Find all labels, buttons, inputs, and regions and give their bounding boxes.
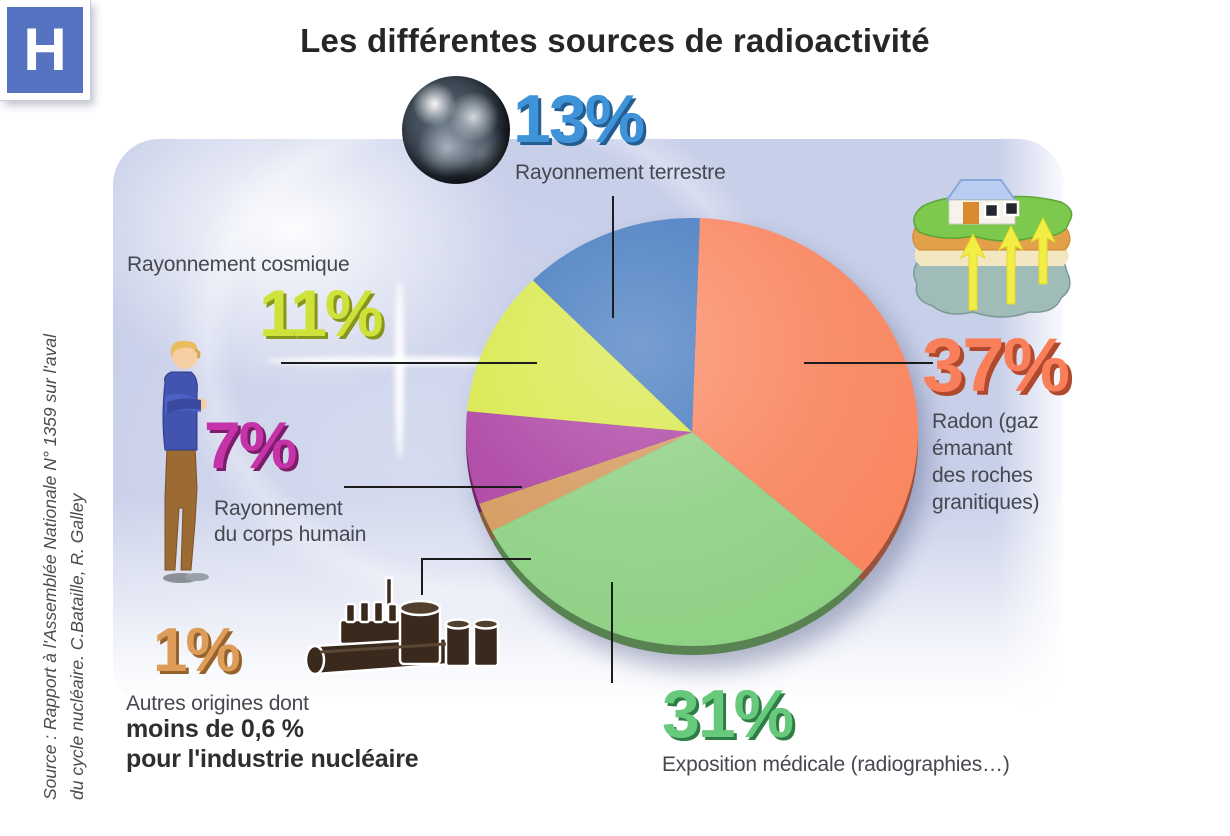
label-medicale: Exposition médicale (radiographies…) [662, 753, 1010, 776]
label-cosmique: Rayonnement cosmique [127, 253, 350, 276]
percent-cosmique: 11% [259, 276, 383, 350]
percent-medicale: 31% [662, 676, 794, 752]
label-radon-line-2: émanant [932, 437, 1013, 460]
page-title: Les différentes sources de radioactivité [300, 22, 930, 59]
percent-corps: 7% [204, 408, 297, 482]
leader-line-medicale [611, 582, 613, 683]
label-autres-line-1: Autres origines dont [126, 692, 309, 715]
label-radon-line-1: Radon (gaz [932, 410, 1039, 433]
sparkle-vertical-ray [395, 279, 404, 459]
label-radon-line-4: granitiques) [932, 491, 1040, 514]
nuclear-industry-barrels-icon [304, 576, 500, 676]
label-terrestre: Rayonnement terrestre [515, 161, 726, 184]
source-line-2: du cycle nucléaire. C.Bataille, R. Galle… [67, 493, 87, 800]
label-corps-line-2: du corps humain [214, 523, 367, 546]
label-autres-bold: moins de 0,6 % pour l'industrie nucléair… [126, 714, 419, 774]
standing-person-icon [162, 340, 209, 583]
source-credit: Source : Rapport à l'Assemblée Nationale… [37, 100, 93, 800]
leader-line-terrestre [612, 196, 614, 318]
pie-gloss-highlight [466, 218, 918, 646]
pie-chart [466, 217, 919, 655]
leader-line-cosmique [281, 362, 537, 364]
leader-line-autres-horizontal [421, 558, 531, 560]
label-autres-line-3: pour l'industrie nucléaire [126, 745, 419, 773]
hospital-h-sign-icon: H [0, 0, 90, 100]
percent-autres: 1% [153, 616, 241, 685]
percent-radon: 37% [922, 323, 1070, 408]
leader-line-radon [804, 362, 933, 364]
percent-terrestre: 13% [513, 81, 645, 157]
source-line-1: Source : Rapport à l'Assemblée Nationale… [40, 333, 60, 800]
hospital-letter: H [23, 16, 67, 83]
label-corps: Rayonnement du corps humain [214, 496, 366, 548]
leader-line-autres-vertical [421, 558, 423, 595]
label-corps-line-1: Rayonnement [214, 497, 343, 520]
label-radon: Radon (gaz émanant des roches granitique… [932, 408, 1040, 516]
label-autres-line-2: moins de 0,6 % [126, 715, 304, 743]
leader-line-corps [344, 486, 522, 488]
earth-photo-icon [402, 76, 510, 184]
house-on-granite-ground-icon [912, 179, 1073, 318]
label-radon-line-3: des roches [932, 464, 1033, 487]
